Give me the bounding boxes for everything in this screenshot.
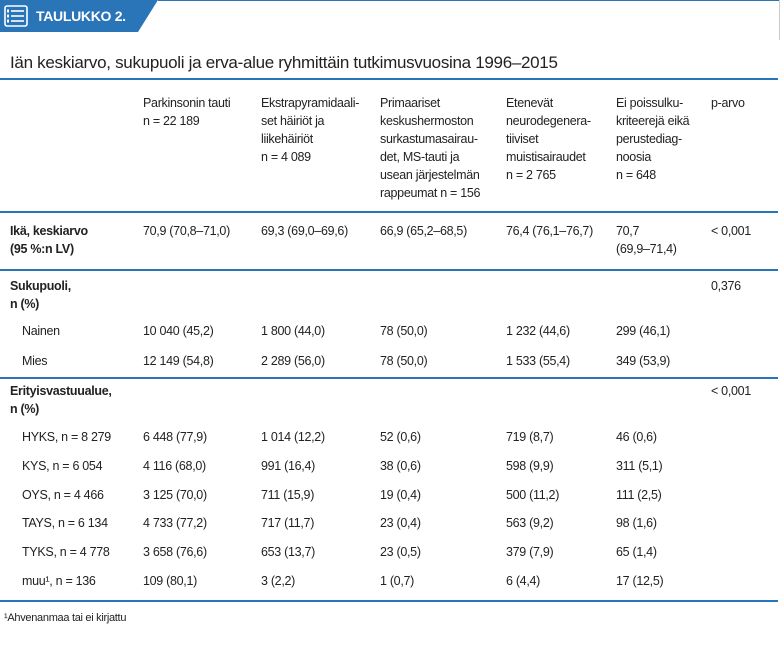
row-label: Mies	[22, 354, 48, 368]
row-label: (95 %:n LV)	[10, 242, 74, 256]
row-label: KYS, n = 6 054	[22, 459, 103, 473]
cell: 4 116 (68,0)	[143, 459, 206, 473]
column-header: Ei poissulku-	[616, 96, 683, 110]
cell: 1 232 (44,6)	[506, 324, 570, 338]
cell: 379 (7,9)	[506, 545, 554, 559]
cell: 563 (9,2)	[506, 516, 554, 530]
column-header: rappeumat n = 156	[380, 186, 481, 200]
cell: 991 (16,4)	[261, 459, 315, 473]
cell: 598 (9,9)	[506, 459, 554, 473]
column-header: set häiriöt ja	[261, 114, 325, 128]
cell: 46 (0,6)	[616, 430, 657, 444]
column-header: liikehäiriöt	[261, 132, 313, 146]
column-header: n = 648	[616, 168, 656, 182]
cell: 52 (0,6)	[380, 430, 421, 444]
cell: 70,9 (70,8–71,0)	[143, 224, 230, 238]
column-header: n = 4 089	[261, 150, 311, 164]
cell: 10 040 (45,2)	[143, 324, 214, 338]
cell: 653 (13,7)	[261, 545, 315, 559]
row-label: HYKS, n = 8 279	[22, 430, 111, 444]
cell: 69,3 (69,0–69,6)	[261, 224, 348, 238]
cell: 1 (0,7)	[380, 574, 415, 588]
cell: 78 (50,0)	[380, 324, 428, 338]
column-header: det, MS-tauti ja	[380, 150, 460, 164]
column-header: noosia	[616, 150, 652, 164]
row-label: OYS, n = 4 466	[22, 488, 104, 502]
rule	[0, 377, 778, 379]
cell: 1 533 (55,4)	[506, 354, 570, 368]
table-title: Iän keskiarvo, sukupuoli ja erva-alue ry…	[10, 53, 558, 72]
column-header: n = 2 765	[506, 168, 556, 182]
row-label: TAYS, n = 6 134	[22, 516, 108, 530]
cell: 0,376	[711, 279, 741, 293]
cell: 3 125 (70,0)	[143, 488, 207, 502]
cell: 719 (8,7)	[506, 430, 554, 444]
column-header: tiiviset	[506, 132, 539, 146]
cell: 65 (1,4)	[616, 545, 657, 559]
column-header: n = 22 189	[143, 114, 200, 128]
cell: 111 (2,5)	[616, 488, 662, 502]
cell: 109 (80,1)	[143, 574, 197, 588]
cell: < 0,001	[711, 384, 751, 398]
cell: 349 (53,9)	[616, 354, 670, 368]
cell: 70,7	[616, 224, 640, 238]
cell: 6 448 (77,9)	[143, 430, 207, 444]
row-label: muu¹, n = 136	[22, 574, 96, 588]
column-header: kriteerejä eikä	[616, 114, 690, 128]
row-label: Ikä, keskiarvo	[10, 224, 88, 238]
cell: 500 (11,2)	[506, 488, 560, 502]
column-header: Ekstrapyramidaali-	[261, 96, 360, 110]
cell: 66,9 (65,2–68,5)	[380, 224, 467, 238]
cell: 23 (0,5)	[380, 545, 421, 559]
column-header: perustediag-	[616, 132, 682, 146]
cell: 12 149 (54,8)	[143, 354, 214, 368]
cell: 1 014 (12,2)	[261, 430, 325, 444]
cell: 38 (0,6)	[380, 459, 421, 473]
cell: 1 800 (44,0)	[261, 324, 325, 338]
table-label: TAULUKKO 2.	[36, 8, 126, 24]
column-header: Etenevät	[506, 96, 553, 110]
row-label: Erityisvastuualue,	[10, 384, 112, 398]
row-label: Nainen	[22, 324, 60, 338]
column-header: surkastumasairau-	[380, 132, 478, 146]
cell: 23 (0,4)	[380, 516, 421, 530]
cell: 717 (11,7)	[261, 516, 315, 530]
rule	[0, 211, 778, 213]
column-header: keskushermoston	[380, 114, 474, 128]
column-header: usean järjestelmän	[380, 168, 480, 182]
rule	[0, 78, 778, 80]
column-header: muistisairaudet	[506, 150, 586, 164]
cell: 3 658 (76,6)	[143, 545, 207, 559]
row-label: TYKS, n = 4 778	[22, 545, 110, 559]
cell: (69,9–71,4)	[616, 242, 677, 256]
cell: < 0,001	[711, 224, 751, 238]
cell: 311 (5,1)	[616, 459, 663, 473]
rule	[0, 269, 778, 271]
cell: 2 289 (56,0)	[261, 354, 325, 368]
column-header: Primaariset	[380, 96, 440, 110]
rule	[0, 600, 778, 602]
row-label: n (%)	[10, 297, 40, 311]
cell: 3 (2,2)	[261, 574, 296, 588]
column-header: p-arvo	[711, 96, 745, 110]
row-label: n (%)	[10, 402, 40, 416]
cell: 76,4 (76,1–76,7)	[506, 224, 593, 238]
column-header: Parkinsonin tauti	[143, 96, 231, 110]
cell: 711 (15,9)	[261, 488, 315, 502]
cell: 78 (50,0)	[380, 354, 428, 368]
cell: 299 (46,1)	[616, 324, 670, 338]
cell: 4 733 (77,2)	[143, 516, 207, 530]
cell: 19 (0,4)	[380, 488, 421, 502]
column-header: neurodegenera-	[506, 114, 591, 128]
cell: 98 (1,6)	[616, 516, 657, 530]
footnote: ¹Ahvenanmaa tai ei kirjattu	[4, 612, 127, 624]
cell: 17 (12,5)	[616, 574, 664, 588]
header-tab	[0, 0, 780, 40]
row-label: Sukupuoli,	[10, 279, 71, 293]
cell: 6 (4,4)	[506, 574, 541, 588]
